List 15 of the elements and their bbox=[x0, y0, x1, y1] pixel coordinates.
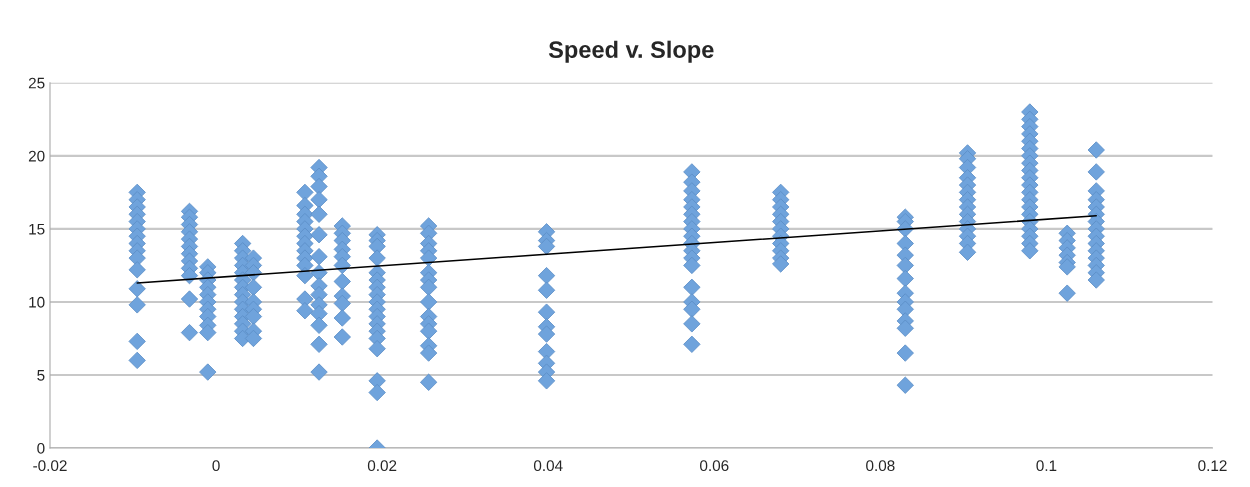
y-tick-label: 15 bbox=[29, 223, 45, 235]
x-tick-label: 0.08 bbox=[866, 460, 895, 472]
chart-title: Speed v. Slope bbox=[548, 40, 714, 63]
x-tick-label: 0 bbox=[212, 460, 220, 472]
y-tick-label: 25 bbox=[28, 77, 45, 89]
y-tick-label: 5 bbox=[37, 370, 45, 381]
y-tick-label: 0 bbox=[37, 442, 45, 454]
x-tick-label: 0.06 bbox=[700, 460, 729, 472]
x-tick-label: -0.02 bbox=[33, 460, 67, 472]
x-tick-label: 0.1 bbox=[1036, 460, 1057, 472]
x-tick-label: 0.02 bbox=[367, 460, 397, 472]
x-tick-label: 0.04 bbox=[533, 460, 563, 472]
x-tick-label: 0.12 bbox=[1198, 460, 1227, 472]
y-tick-label: 20 bbox=[28, 150, 45, 162]
y-tick-label: 10 bbox=[29, 296, 45, 308]
